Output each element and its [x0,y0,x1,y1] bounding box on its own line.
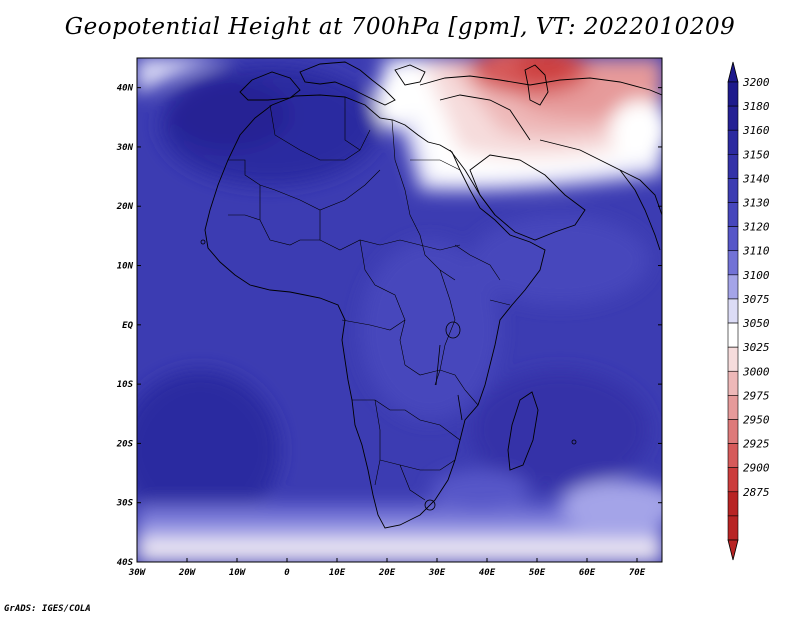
colorbar-segment [727,81,739,107]
lat-tick-label: 10S [117,380,134,390]
colorbar-segment [727,298,739,324]
lakes [200,239,577,511]
grads-credit: GrADS: IGES/COLA [4,604,91,614]
lat-tick-label: EQ [122,321,133,331]
colorbar-label: 3180 [742,100,770,113]
colorbar-label: 3160 [742,124,770,137]
colorbar: 3200 3180 3160 3150 3140 3130 3120 3110 3100 3075… [727,61,770,561]
colorbar-top-arrow [727,61,739,83]
colorbar-label: 3100 [742,269,770,282]
lon-tick-label: 30W [128,568,147,578]
colorbar-label: 3110 [742,245,770,258]
colorbar-label: 3130 [742,197,770,210]
lat-tick-label: 30N [116,143,134,153]
colorbar-segment [727,370,739,396]
height-field [137,58,662,562]
colorbar-label: 2900 [743,462,770,475]
colorbar-label: 2875 [743,486,770,499]
lon-tick-label: 0 [284,568,290,578]
colorbar-segment [727,226,739,252]
colorbar-segment [727,178,739,203]
colorbar-label: 3050 [742,317,770,330]
lon-tick-label: 10W [229,568,247,578]
colorbar-segment [727,154,739,179]
longitude-axis: 30W 20W 10W 0 10E 20E 30E 40E 50E 60E 70E [128,558,646,578]
colorbar-segment [727,346,739,372]
colorbar-segment [727,322,739,348]
colorbar-label: 3120 [742,221,770,234]
colorbar-segment [727,419,739,444]
colorbar-segment [727,105,739,131]
coastlines [204,61,662,529]
lon-tick-label: 10E [329,568,346,578]
colorbar-label: 3025 [742,341,770,354]
colorbar-label: 2950 [743,413,770,426]
colorbar-label: 2975 [743,389,770,402]
colorbar-label: 3150 [742,148,770,161]
lon-tick-label: 50E [529,568,546,578]
lat-tick-label: 20N [116,202,134,212]
lat-tick-label: 40N [117,84,134,94]
lat-tick-label: 40S [117,558,134,568]
lat-tick-label: 20S [116,439,134,449]
colorbar-label: 3200 [742,76,770,89]
colorbar-segment [727,129,739,155]
colorbar-label: 3000 [742,365,770,378]
lon-tick-label: 70E [629,568,646,578]
lon-tick-label: 60E [579,568,596,578]
colorbar-label: 2925 [743,438,770,451]
plot-frame [136,57,663,563]
lat-tick-label: 30S [116,499,134,509]
colorbar-segment [727,491,739,517]
latitude-axis: 40N 30N 20N 10N EQ 10S 20S 30S 40S [116,84,662,568]
lon-tick-label: 20E [378,568,396,578]
lat-tick-label: 10N [117,262,134,272]
colorbar-segment [727,274,739,300]
colorbar-segment [727,202,739,227]
colorbar-segment [727,250,739,276]
country-borders [228,97,511,501]
colorbar-segment [727,515,739,541]
colorbar-bottom-arrow [727,539,739,561]
colorbar-label: 3140 [742,172,770,185]
lon-tick-label: 20W [178,568,197,578]
colorbar-segment [727,395,739,420]
colorbar-segment [727,467,739,493]
lon-tick-label: 40E [479,568,496,578]
colorbar-segment [727,443,739,468]
map-title: Geopotential Height at 700hPa [gpm], VT:… [64,14,736,40]
colorbar-label: 3075 [742,293,770,306]
lon-tick-label: 30E [428,568,446,578]
